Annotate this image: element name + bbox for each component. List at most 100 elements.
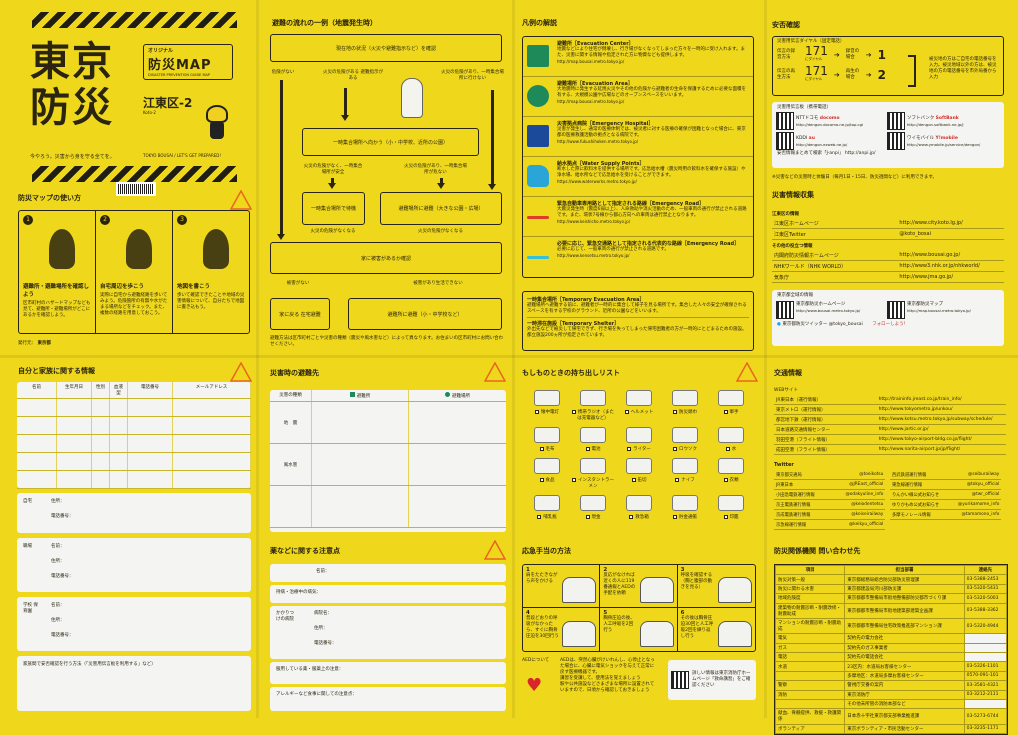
twitter-account-row[interactable]: 小田急電鉄運行情報 @odakyuline_info (774, 490, 886, 500)
tokyo-link[interactable]: 東京都防災ホームページ http://www.bousai.metro.tokyo… (776, 301, 888, 319)
twitter-account-id[interactable]: @keiodentetsu (851, 501, 884, 507)
table-cell-input[interactable] (17, 435, 57, 452)
legend-url[interactable]: https://www.waterworks.metro.tokyo.jp/ (557, 179, 637, 184)
carrier-url[interactable]: http://dengon.ezweb.ne.jp/ (796, 141, 848, 147)
form-field[interactable]: 住所： (51, 499, 65, 504)
checklist-item[interactable]: 携帯ラジオ（または充電器など） (570, 390, 616, 421)
legend-url[interactable]: http://www.keishicho.metro.tokyo.jp/ (557, 219, 631, 224)
checkbox[interactable] (624, 409, 629, 414)
checklist-item[interactable]: ナイフ (662, 458, 708, 489)
twitter-account-id[interactable]: @tamamono_info (961, 511, 1000, 517)
table-cell-input[interactable] (92, 471, 110, 488)
checklist-item[interactable]: 防災頭巾 (662, 390, 708, 421)
form-block[interactable]: 名前： (270, 564, 506, 582)
info-link-url[interactable]: http://www.bousai.go.jp/ (899, 251, 961, 258)
checkbox[interactable] (723, 409, 728, 414)
table-cell-input[interactable] (110, 399, 128, 416)
twitter-account-row[interactable]: ゆりかもめ公式お知らせ @yurikamome_info (889, 500, 1002, 510)
table-cell-input[interactable] (173, 435, 251, 452)
carrier-item[interactable]: ワイモバイル Y!mobile http://www.ymobile.jp/ser… (887, 132, 999, 150)
info-link-url[interactable]: http://www.city.koto.lg.jp/ (899, 219, 963, 226)
form-field[interactable]: 住所： (51, 618, 65, 623)
form-field[interactable]: 名前： (51, 603, 65, 608)
form-field[interactable]: 住所： (51, 559, 65, 564)
table-cell-input[interactable] (409, 486, 506, 527)
table-cell-input[interactable] (409, 402, 506, 443)
checkbox[interactable] (539, 446, 544, 451)
checkbox[interactable] (537, 514, 542, 519)
checklist-item[interactable]: 衣類 (708, 458, 754, 489)
checkbox[interactable] (631, 477, 636, 482)
info-link-row[interactable]: 江東区ホームページ http://www.city.koto.lg.jp/ (772, 218, 1004, 229)
checkbox[interactable] (585, 446, 590, 451)
checklist-item[interactable]: ヘルメット (616, 390, 662, 421)
twitter-account-id[interactable]: @odakyuline_info (845, 491, 884, 497)
form-block[interactable]: アレルギーなど食事に関しての注意点： (270, 687, 506, 711)
carrier-item[interactable]: KDDI au http://dengon.ezweb.ne.jp/ (776, 132, 888, 150)
form-field[interactable]: 住所： (314, 626, 328, 631)
table-cell-input[interactable] (128, 471, 173, 488)
table-cell-input[interactable] (173, 471, 251, 488)
info-link-url[interactable]: http://www3.nhk.or.jp/nhkworld/ (899, 262, 980, 269)
twitter-account-id[interactable]: @keiseirailway (851, 511, 884, 517)
legend-url[interactable]: http://map.bousai.metro.tokyo.jp/ (557, 99, 625, 104)
table-cell-input[interactable] (173, 453, 251, 470)
table-cell-input[interactable] (312, 486, 409, 527)
qr-code-icon[interactable] (776, 112, 794, 130)
checklist-item[interactable]: 水 (708, 427, 754, 452)
table-cell-input[interactable] (409, 444, 506, 485)
table-cell-input[interactable] (110, 453, 128, 470)
table-cell-input[interactable] (57, 417, 92, 434)
carrier-url[interactable]: http://dengon.docomo.ne.jp/top.cgi (796, 121, 864, 127)
twitter-account-id[interactable]: @seiburailway (968, 471, 1000, 477)
carrier-url[interactable]: http://www.ymobile.jp/service/dengon/ (907, 141, 981, 147)
qr-code-icon[interactable] (671, 671, 689, 689)
twitter-account-id[interactable]: @keikyu_official (848, 521, 884, 527)
web-link-url[interactable]: http://www.kotsu.metro.tokyo.jp/subway/s… (878, 416, 993, 422)
web-link-row[interactable]: 都営地下鉄（運行情報） http://www.kotsu.metro.tokyo.… (774, 415, 1006, 425)
table-cell-input[interactable] (57, 453, 92, 470)
table-cell-input[interactable] (110, 435, 128, 452)
twitter-account-id[interactable]: @twr_official (971, 491, 1000, 497)
table-cell-input[interactable] (57, 435, 92, 452)
janpi-link[interactable]: 安否情報まとめて検索「J-anpi」 http://anpi.jp/ (777, 151, 876, 156)
checkbox[interactable] (539, 477, 544, 482)
twitter-account-id[interactable]: @tokyu_official (966, 481, 1000, 487)
form-field[interactable]: 名前： (51, 544, 65, 549)
table-cell-input[interactable] (173, 399, 251, 416)
table-cell-input[interactable] (92, 417, 110, 434)
qr-code-icon[interactable] (776, 132, 794, 150)
table-cell-input[interactable] (17, 453, 57, 470)
table-cell-input[interactable] (57, 399, 92, 416)
web-link-row[interactable]: 東京メトロ（運行情報） http://www.tokyometro.jp/unko… (774, 405, 1006, 415)
twitter-account-row[interactable]: JR東日本 @JREast_official (774, 480, 886, 490)
checkbox[interactable] (572, 409, 577, 414)
carrier-item[interactable]: NTTドコモ docomo http://dengon.docomo.ne.jp/… (776, 112, 888, 130)
checklist-item[interactable]: 毛布 (524, 427, 570, 452)
checkbox[interactable] (627, 446, 632, 451)
carrier-item[interactable]: ソフトバンク SoftBank http://dengon.softbank.ne… (887, 112, 999, 130)
checkbox[interactable] (572, 477, 577, 482)
checklist-item[interactable]: ロウソク (662, 427, 708, 452)
twitter-account-row[interactable]: 東京都交通局 @toeikotsu (774, 470, 886, 480)
table-cell-input[interactable] (128, 417, 173, 434)
table-cell-input[interactable] (92, 399, 110, 416)
checklist-item[interactable]: 懐中電灯 (524, 390, 570, 421)
table-cell-input[interactable] (110, 417, 128, 434)
checkbox[interactable] (675, 477, 680, 482)
form-field[interactable]: 電話番号： (51, 574, 74, 579)
twitter-account-id[interactable]: @JREast_official (849, 481, 884, 487)
table-cell-input[interactable] (312, 444, 409, 485)
legend-url[interactable]: http://www.kensetsu.metro.tokyo.jp/ (557, 253, 630, 258)
qr-code-icon[interactable] (887, 132, 905, 150)
legend-url[interactable]: http://www.fukushihoken.metro.tokyo.jp/ (557, 139, 639, 144)
form-block[interactable]: 持病・治療中の病気： (270, 585, 506, 603)
info-link-url[interactable]: @koto_bosai (899, 230, 931, 237)
table-cell-input[interactable] (17, 471, 57, 488)
table-cell-input[interactable] (128, 435, 173, 452)
checkbox[interactable] (535, 409, 539, 414)
tokyo-twitter[interactable]: 東京都防災ツイッター @tokyo_bousai (782, 322, 863, 327)
qr-code-icon[interactable] (776, 301, 794, 319)
table-cell-input[interactable] (128, 453, 173, 470)
web-link-url[interactable]: http://traininfo.jreast.co.jp/train_info… (878, 396, 962, 402)
